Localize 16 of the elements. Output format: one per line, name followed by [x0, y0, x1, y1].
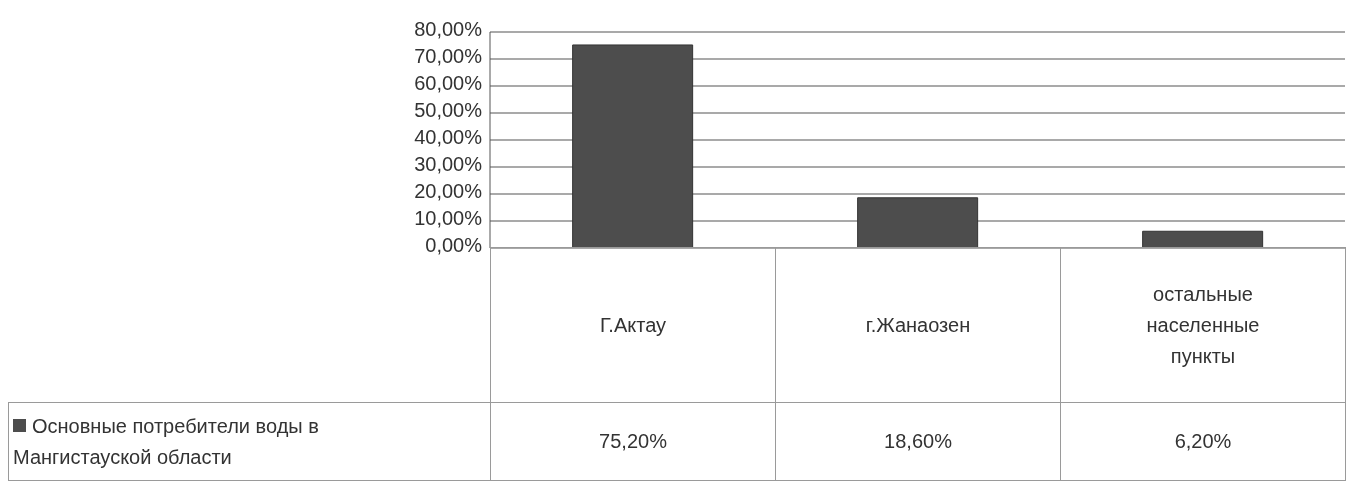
y-tick-label: 50,00%	[414, 99, 483, 122]
y-tick-label: 30,00%	[414, 153, 483, 176]
x-tick-label: г.Жанаозен	[775, 247, 1061, 403]
y-tick-label: 60,00%	[414, 72, 483, 95]
data-label: 6,20%	[1060, 402, 1346, 481]
data-label: 75,20%	[490, 402, 776, 481]
x-tick-label: остальные населенные пункты	[1060, 247, 1346, 403]
legend-label: Основные потребители воды в Мангистауской области	[8, 402, 491, 481]
x-tick-label: Г.Актау	[490, 247, 776, 403]
y-tick-label: 70,00%	[414, 45, 483, 68]
y-tick-label: 20,00%	[414, 180, 483, 203]
y-tick-label: 80,00%	[414, 18, 483, 41]
y-tick-label: 40,00%	[414, 126, 483, 149]
data-label: 18,60%	[775, 402, 1061, 481]
y-tick-label: 10,00%	[414, 207, 483, 230]
y-tick-label: 0,00%	[425, 234, 483, 257]
